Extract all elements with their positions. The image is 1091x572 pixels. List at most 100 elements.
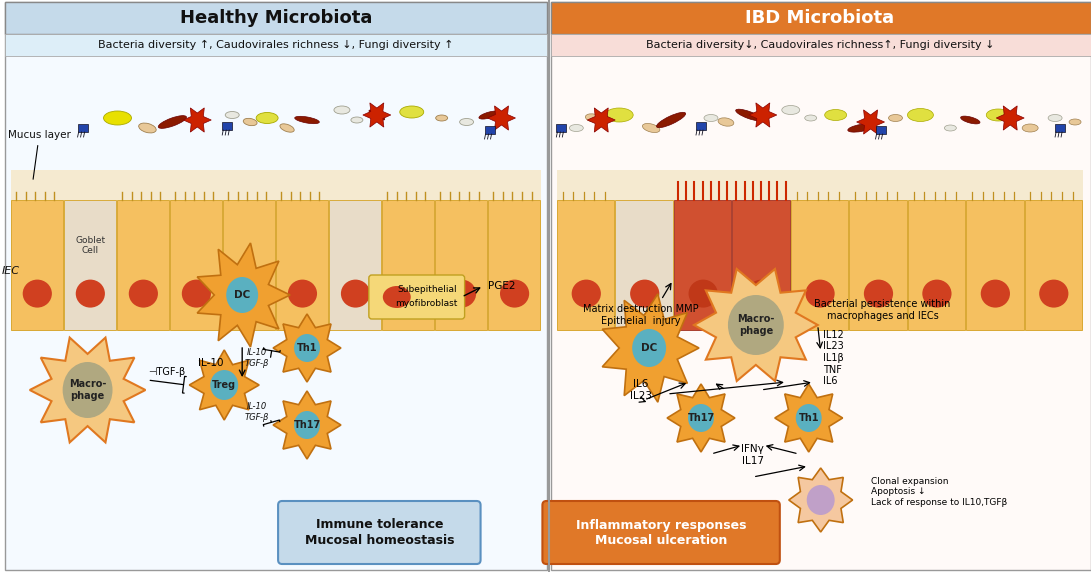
Text: IL12
IL23
IL1β
TNF
IL6: IL12 IL23 IL1β TNF IL6 <box>823 330 843 386</box>
Ellipse shape <box>243 118 257 126</box>
Ellipse shape <box>704 114 718 121</box>
FancyBboxPatch shape <box>484 126 494 134</box>
Ellipse shape <box>334 106 350 114</box>
Polygon shape <box>197 243 290 347</box>
Text: IL-10
TGF-β: IL-10 TGF-β <box>245 348 269 368</box>
FancyBboxPatch shape <box>696 122 706 130</box>
Ellipse shape <box>235 280 264 308</box>
FancyBboxPatch shape <box>674 200 731 330</box>
Ellipse shape <box>805 280 835 308</box>
Text: Bacteria diversity↓, Caudovirales richness↑, Fungi diversity ↓: Bacteria diversity↓, Caudovirales richne… <box>646 40 994 50</box>
Polygon shape <box>748 103 777 127</box>
Ellipse shape <box>459 118 473 125</box>
Ellipse shape <box>225 112 239 118</box>
Ellipse shape <box>23 280 52 308</box>
FancyBboxPatch shape <box>170 200 221 330</box>
Ellipse shape <box>747 280 776 308</box>
Text: IEC: IEC <box>2 267 20 276</box>
Text: Th1: Th1 <box>799 413 819 423</box>
FancyBboxPatch shape <box>382 200 434 330</box>
Ellipse shape <box>631 280 659 308</box>
Ellipse shape <box>182 280 211 308</box>
Text: IL-10
TGF-β: IL-10 TGF-β <box>245 402 269 422</box>
Ellipse shape <box>657 112 685 128</box>
FancyBboxPatch shape <box>1055 124 1065 132</box>
Ellipse shape <box>256 113 278 124</box>
FancyBboxPatch shape <box>488 200 540 330</box>
Ellipse shape <box>848 124 874 132</box>
Ellipse shape <box>479 111 500 119</box>
Polygon shape <box>856 110 885 134</box>
Polygon shape <box>363 103 391 127</box>
Ellipse shape <box>351 117 363 123</box>
Ellipse shape <box>447 280 476 308</box>
Ellipse shape <box>718 118 734 126</box>
FancyBboxPatch shape <box>551 2 1091 570</box>
Ellipse shape <box>795 404 822 432</box>
Ellipse shape <box>986 109 1010 121</box>
Ellipse shape <box>688 404 714 432</box>
FancyBboxPatch shape <box>11 200 63 330</box>
FancyBboxPatch shape <box>276 200 328 330</box>
Text: Macro-
phage: Macro- phage <box>69 379 106 401</box>
FancyBboxPatch shape <box>63 200 116 330</box>
Ellipse shape <box>75 280 105 308</box>
FancyBboxPatch shape <box>967 200 1023 330</box>
Ellipse shape <box>500 280 529 308</box>
FancyBboxPatch shape <box>732 200 790 330</box>
Ellipse shape <box>961 116 980 124</box>
Text: Inflammatory responses
Mucosal ulceration: Inflammatory responses Mucosal ulceratio… <box>576 518 746 546</box>
Text: Mucus layer: Mucus layer <box>8 130 71 179</box>
Ellipse shape <box>888 114 902 121</box>
Polygon shape <box>775 384 842 452</box>
FancyBboxPatch shape <box>117 200 169 330</box>
Polygon shape <box>273 391 340 459</box>
Polygon shape <box>789 468 852 532</box>
Ellipse shape <box>805 115 817 121</box>
FancyBboxPatch shape <box>551 2 1091 34</box>
Text: Healthy Microbiota: Healthy Microbiota <box>180 9 372 27</box>
FancyBboxPatch shape <box>369 275 465 319</box>
Ellipse shape <box>728 295 783 355</box>
Ellipse shape <box>1022 124 1039 132</box>
Ellipse shape <box>340 280 370 308</box>
FancyBboxPatch shape <box>556 124 566 132</box>
Ellipse shape <box>435 115 447 121</box>
Text: DC: DC <box>642 343 657 353</box>
Ellipse shape <box>104 111 132 125</box>
Ellipse shape <box>1048 114 1062 121</box>
Ellipse shape <box>295 116 320 124</box>
Ellipse shape <box>735 109 762 121</box>
Text: Macro-
phage: Macro- phage <box>738 314 775 336</box>
Ellipse shape <box>945 125 957 131</box>
Polygon shape <box>488 106 515 130</box>
Ellipse shape <box>864 280 894 308</box>
Text: IFNγ
IL17: IFNγ IL17 <box>742 444 765 466</box>
Text: Subepithelial: Subepithelial <box>397 284 456 293</box>
Ellipse shape <box>606 108 633 122</box>
Text: IL-10: IL-10 <box>197 358 223 368</box>
FancyBboxPatch shape <box>551 34 1091 56</box>
Text: Goblet
Cell: Goblet Cell <box>75 236 106 255</box>
Ellipse shape <box>295 411 320 439</box>
Ellipse shape <box>280 124 295 132</box>
Ellipse shape <box>295 334 320 362</box>
FancyBboxPatch shape <box>908 200 966 330</box>
Text: PGE2: PGE2 <box>488 281 515 291</box>
FancyBboxPatch shape <box>558 170 1083 200</box>
Ellipse shape <box>399 106 423 118</box>
Polygon shape <box>667 384 735 452</box>
FancyBboxPatch shape <box>329 200 381 330</box>
Polygon shape <box>29 337 145 442</box>
FancyBboxPatch shape <box>11 170 541 200</box>
Ellipse shape <box>572 280 601 308</box>
FancyBboxPatch shape <box>615 200 673 330</box>
Text: Immune tolerance
Mucosal homeostasis: Immune tolerance Mucosal homeostasis <box>304 518 454 546</box>
Ellipse shape <box>1040 280 1068 308</box>
FancyBboxPatch shape <box>1024 200 1082 330</box>
Ellipse shape <box>825 109 847 121</box>
Ellipse shape <box>383 286 410 308</box>
Ellipse shape <box>158 116 187 128</box>
Polygon shape <box>694 269 817 381</box>
Text: Bacteria diversity ↑, Caudovirales richness ↓, Fungi diversity ↑: Bacteria diversity ↑, Caudovirales richn… <box>98 40 454 50</box>
